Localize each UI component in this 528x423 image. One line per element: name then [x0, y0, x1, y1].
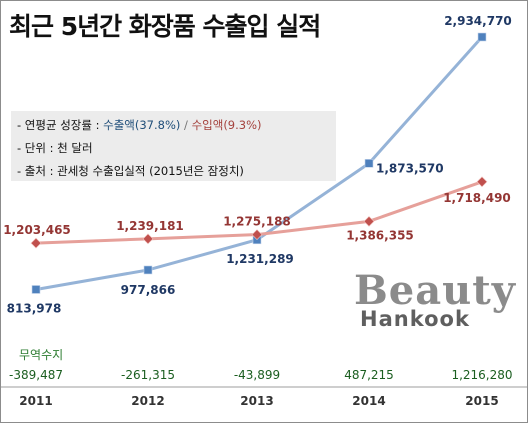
import-point-marker: [476, 176, 488, 188]
import-data-label: 1,386,355: [346, 228, 414, 242]
trade-balance-value: -261,315: [121, 368, 175, 382]
import-data-label: 1,275,188: [223, 215, 291, 229]
growth-rate-export: 수출액(37.8%): [103, 118, 181, 132]
source-note: - 출처 : 관세청 수출입실적 (2015년은 잠정치): [17, 164, 244, 178]
export-point-marker: [31, 285, 41, 294]
import-point-marker: [30, 237, 42, 249]
import-data-label: 1,239,181: [116, 219, 184, 233]
trade-balance-value: 487,215: [344, 368, 394, 382]
export-point-marker: [364, 159, 374, 168]
growth-rate-note: - 연평균 성장률 : 수출액(37.8%) / 수입액(9.3%): [17, 117, 262, 133]
import-data-label: 1,718,490: [443, 191, 511, 205]
x-tick-label: 2012: [131, 394, 164, 408]
import-point-marker: [363, 215, 375, 227]
x-tick-label: 2014: [352, 394, 385, 408]
growth-rate-separator: /: [180, 118, 192, 132]
import-point-marker: [142, 233, 154, 245]
watermark-line1: Beauty: [354, 267, 516, 314]
watermark-line2: Hankook: [360, 307, 470, 331]
import-point-marker: [251, 229, 263, 240]
trade-balance-value: 1,216,280: [451, 368, 512, 382]
export-point-marker: [477, 32, 487, 42]
x-tick-label: 2011: [19, 394, 52, 408]
export-point-marker: [143, 265, 153, 275]
unit-note: - 단위 : 천 달러: [17, 141, 93, 155]
x-tick-label: 2015: [465, 394, 498, 408]
export-data-label: 2,934,770: [444, 14, 512, 28]
x-tick-label: 2013: [240, 394, 273, 408]
trade-balance-value: -43,899: [234, 368, 280, 382]
notes-box: - 연평균 성장률 : 수출액(37.8%) / 수입액(9.3%) - 단위 …: [11, 111, 336, 181]
import-data-label: 1,203,465: [3, 223, 71, 237]
trade-balance-label: 무역수지: [19, 348, 64, 362]
export-data-label: 1,231,289: [226, 252, 294, 266]
export-data-label: 1,873,570: [376, 161, 444, 175]
export-data-label: 977,866: [121, 283, 176, 297]
chart-title: 최근 5년간 화장품 수출입 실적: [9, 12, 321, 41]
beauty-hankook-watermark: Beauty Hankook: [346, 267, 515, 343]
growth-rate-import: 수입액(9.3%): [191, 118, 262, 132]
export-data-label: 813,978: [7, 301, 62, 315]
trade-balance-value: -389,487: [9, 368, 63, 382]
growth-rate-prefix: - 연평균 성장률 :: [17, 118, 104, 132]
